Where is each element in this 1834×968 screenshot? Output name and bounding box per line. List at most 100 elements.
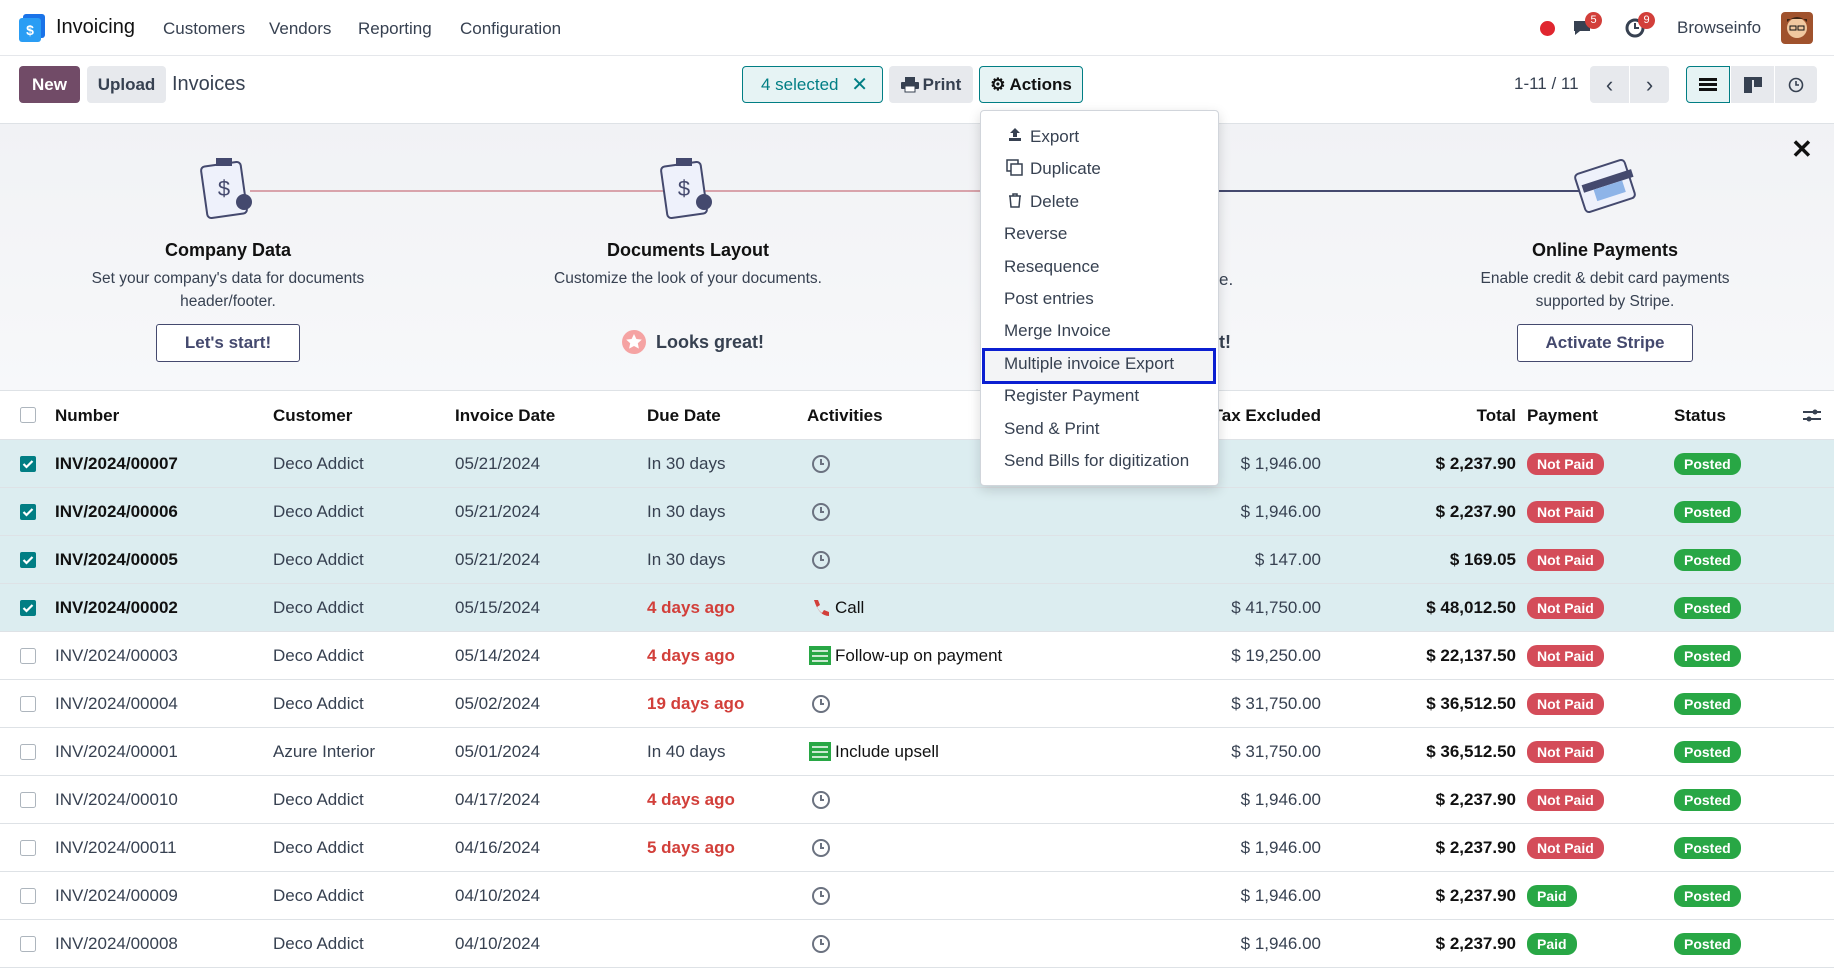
activity-icon [811,790,831,815]
status-dot[interactable] [1540,21,1555,36]
menu-item[interactable]: Customers [163,19,246,38]
step-button[interactable]: Let's start! [156,324,300,362]
activity-label: Call [835,598,865,617]
user-name[interactable]: Browseinfo [1677,18,1762,37]
column-header[interactable]: Invoice Date [455,406,556,425]
table-row[interactable] [0,680,1834,728]
column-header[interactable]: Customer [273,406,353,425]
svg-text:$: $ [678,176,690,201]
gear-icon: ⚙ [990,74,1006,94]
menu-item[interactable]: Resequence [1004,256,1100,276]
activity-view[interactable] [1775,66,1817,103]
step-description: supported by Stripe. [1535,293,1675,310]
payment-badge: Not Paid [1527,549,1604,571]
cell: $ 36,512.50 [1426,694,1516,713]
payment-badge: Not Paid [1527,693,1604,715]
status-badge: Posted [1674,693,1741,715]
avatar[interactable] [1781,12,1813,44]
cell: INV/2024/00011 [55,838,177,857]
cell: 4 days ago [647,598,735,617]
column-header[interactable]: Total [1476,406,1516,425]
messages-badge: 5 [1585,12,1602,29]
checkbox [19,935,37,958]
activity-label: Include upsell [835,742,939,761]
cell: $ 2,237.90 [1435,838,1516,857]
menu-item[interactable]: Send & Print [1004,418,1100,438]
clear-selection[interactable]: ✕ [851,74,868,96]
actions-button[interactable]: ⚙ Actions [979,66,1083,103]
kanban-icon [1743,76,1762,93]
column-header[interactable]: Number [55,406,120,425]
menu-item[interactable]: Send Bills for digitization [1004,451,1190,470]
payment-badge: Not Paid [1527,597,1604,619]
pager: 1-11 / 11 [1514,74,1579,93]
close-onboarding[interactable]: ✕ [1791,134,1813,164]
menu-item[interactable]: Reverse [1004,224,1068,244]
cell: Azure Interior [273,742,376,761]
cell: $ 169.05 [1449,550,1516,569]
menu-item[interactable]: Export [1030,127,1080,146]
progress-line [1219,190,1579,192]
kanban-view[interactable] [1731,66,1774,103]
cell: $ 36,512.50 [1426,742,1516,761]
payment-badge: Not Paid [1527,453,1604,475]
menu-item[interactable]: Multiple invoice Export [1004,353,1175,373]
actions-label: Actions [1009,74,1072,94]
cell: INV/2024/00001 [55,742,178,761]
status-badge: Posted [1674,501,1741,523]
activity-icon [811,934,831,959]
pager-next[interactable]: › [1630,66,1669,103]
print-button[interactable]: Print [889,66,973,103]
checkbox [19,743,37,766]
pager-prev[interactable]: ‹ [1590,66,1629,103]
menu-item[interactable]: Duplicate [1030,159,1101,179]
list-view[interactable] [1686,66,1730,103]
checkbox [19,647,37,670]
column-header[interactable]: Due Date [647,406,721,425]
print-label: Print [922,74,962,94]
selection-box[interactable]: 4 selected ✕ [742,66,883,103]
menu-item[interactable]: Configuration [460,19,562,38]
menu-item[interactable]: Delete [1030,191,1080,211]
cell: In 40 days [647,742,726,761]
cell: INV/2024/00010 [55,790,178,809]
menu-item[interactable]: Vendors [269,19,332,38]
menu-item[interactable]: Register Payment [1004,386,1140,406]
app-name[interactable]: Invoicing [56,16,135,38]
column-header[interactable]: Activities [807,406,883,425]
payment-badge: Paid [1527,885,1577,907]
activity-label: Follow-up on payment [835,646,1003,665]
cell: Deco Addict [273,646,364,665]
status-badge: Posted [1674,789,1741,811]
step-description: e. [1219,270,1234,289]
cell: 4 days ago [647,790,735,809]
menu-item[interactable]: Merge Invoice [1004,321,1111,341]
menu-item[interactable]: Reporting [358,19,432,38]
cell: $ 48,012.50 [1426,598,1516,617]
step-icon: $ [656,152,722,229]
checkbox [19,695,37,718]
column-header[interactable]: Payment [1527,406,1598,425]
step-title: Company Data [164,240,292,260]
selected-count: 4 selected [761,74,839,94]
cell: $ 31,750.00 [1231,742,1321,761]
cell: Deco Addict [273,934,364,953]
step-done: t! [1219,332,1231,352]
menu-item[interactable]: Post entries [1004,289,1094,308]
checkbox [19,839,37,862]
menu-icon [1006,159,1023,181]
cell: $ 22,137.50 [1426,646,1516,665]
column-header[interactable]: Status [1674,406,1726,425]
step-button[interactable]: Activate Stripe [1517,324,1693,362]
cell: INV/2024/00006 [55,502,178,521]
checkbox [19,551,37,574]
activity-icon [811,550,831,575]
activity-icon [811,694,831,719]
status-badge: Posted [1674,837,1741,859]
cell: In 30 days [647,454,726,473]
step-description: header/footer. [180,293,276,310]
new-button[interactable]: New [19,66,80,103]
column-header[interactable]: Tax Excluded [1212,406,1321,425]
breadcrumb: Invoices [172,73,246,95]
upload-button[interactable]: Upload [87,66,166,103]
